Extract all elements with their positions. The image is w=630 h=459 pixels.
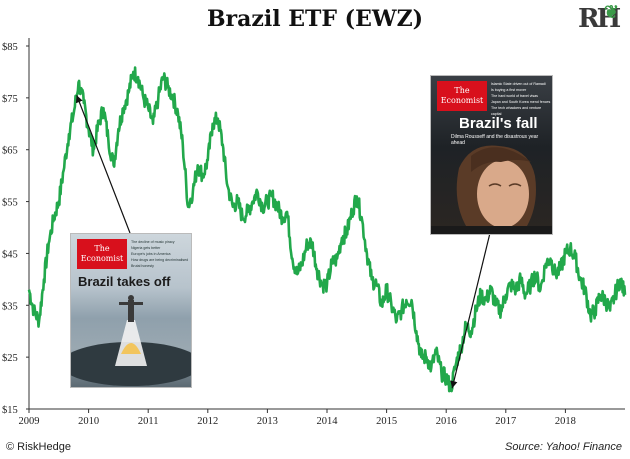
cover-blurb: Europe's jobs in America	[131, 252, 171, 256]
x-tick-label: 2011	[138, 416, 159, 427]
y-tick-label: $55	[2, 198, 18, 209]
cover-blurb: Islamic State driven out of Ramadi	[491, 82, 546, 86]
x-tick-label: 2010	[78, 416, 99, 427]
cover-headline: Brazil takes off	[78, 274, 171, 289]
cover-blurb: The tech whackers and venture capital	[491, 106, 542, 116]
x-tick-label: 2013	[257, 416, 278, 427]
cover-headline: Brazil's fall	[459, 115, 538, 132]
chart-title: Brazil ETF (EWZ)	[206, 6, 424, 32]
x-tick-label: 2016	[436, 416, 457, 427]
cover-blurbs: The decline of music piracy Nigeria gets…	[131, 239, 189, 269]
cover-blurb: Brutal honesty	[131, 264, 154, 268]
x-tick-label: 2018	[555, 416, 576, 427]
cover-blurb: Japan and South Korea mend fences	[491, 100, 551, 104]
leaf-icon: ❦	[603, 2, 619, 23]
cover-blurb: The decline of music piracy	[131, 240, 175, 244]
cover-blurb: Nigeria gets better	[131, 246, 161, 250]
economist-cover-brazils-fall: The Economist Islamic State driven out o…	[430, 75, 553, 235]
y-tick-label: $75	[2, 94, 18, 105]
x-tick-label: 2009	[19, 416, 40, 427]
rocket-statue-illustration	[71, 295, 191, 386]
footer-source: Source: Yahoo! Finance	[504, 441, 622, 453]
x-tick-label: 2015	[376, 416, 397, 427]
x-tick-label: 2017	[495, 416, 516, 427]
cover-blurb: The hard world of travel visas	[491, 94, 538, 98]
annotation-arrows	[75, 95, 491, 389]
y-tick-label: $45	[2, 249, 18, 260]
footer-credit: © RiskHedge	[6, 441, 71, 453]
cover-blurbs: Islamic State driven out of Ramadi Is bu…	[491, 81, 551, 117]
y-tick-label: $35	[2, 301, 18, 312]
y-tick-label: $65	[2, 146, 18, 157]
y-tick-label: $15	[2, 405, 18, 416]
riskhedge-logo: RH ❦	[578, 2, 621, 40]
x-tick-label: 2012	[197, 416, 218, 427]
annotation-arrow	[450, 232, 491, 389]
series-line-ewz	[27, 66, 627, 393]
cover-masthead: The Economist	[437, 81, 487, 111]
y-tick-label: $85	[2, 42, 18, 53]
cover-blurb: How drugs are being decriminalised	[131, 258, 189, 262]
annotation-arrow	[75, 95, 131, 234]
portrait-illustration	[431, 145, 552, 234]
cover-masthead: The Economist	[77, 239, 127, 269]
cover-blurb: Is buying a first mover	[491, 88, 527, 92]
y-tick-label: $25	[2, 353, 18, 364]
cover-subhead: Dilma Rousseff and the disastrous year a…	[451, 134, 539, 146]
economist-cover-brazil-takes-off: The Economist The decline of music pirac…	[70, 233, 192, 388]
axes	[26, 38, 625, 413]
logo-text: RH	[578, 4, 621, 34]
tick-labels: $15 $25 $35 $45 $55 $65 $75 $85 2009 2010 2011 2012…	[2, 42, 576, 427]
x-tick-label: 2014	[317, 416, 339, 427]
